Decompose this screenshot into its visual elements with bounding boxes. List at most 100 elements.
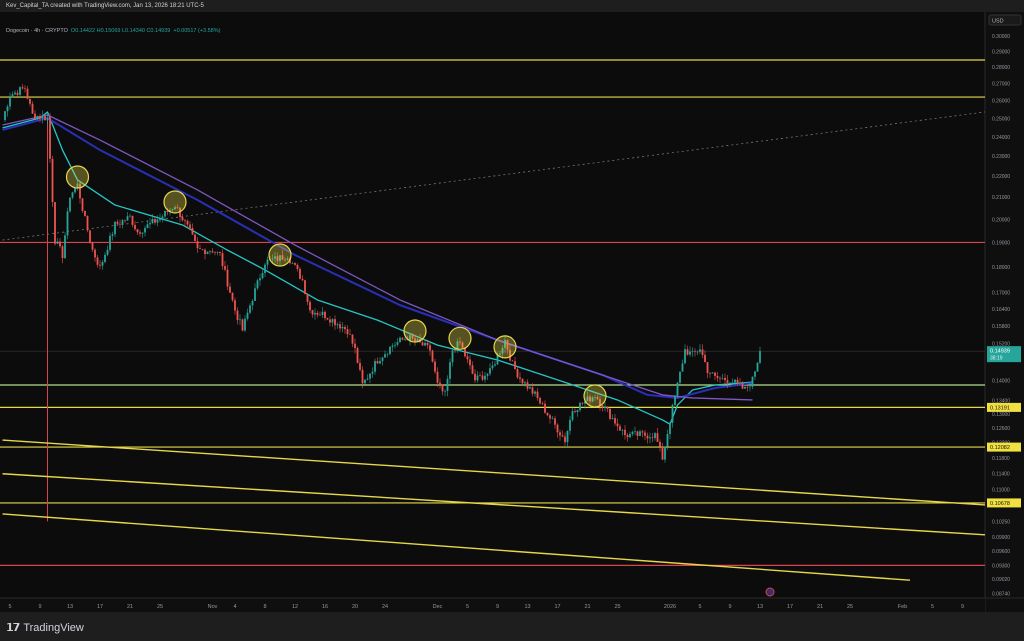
candle[interactable] — [641, 431, 644, 433]
candle[interactable] — [426, 342, 429, 346]
candle[interactable] — [486, 373, 489, 376]
price-chart[interactable]: USD 0.30000 0.29000 0.28000 0.27000 0.26000 0.… — [0, 12, 1024, 612]
candle[interactable] — [344, 326, 346, 330]
candle[interactable] — [416, 339, 419, 342]
candle[interactable] — [449, 362, 451, 379]
candle[interactable] — [354, 343, 356, 348]
candle[interactable] — [646, 435, 649, 439]
candle[interactable] — [736, 379, 739, 383]
candle[interactable] — [696, 351, 699, 353]
candle[interactable] — [709, 373, 711, 374]
candle[interactable] — [164, 211, 166, 217]
candle[interactable] — [19, 87, 21, 95]
candle[interactable] — [444, 390, 446, 392]
candle[interactable] — [634, 431, 636, 432]
candle[interactable] — [534, 391, 536, 394]
candle[interactable] — [121, 220, 124, 225]
candle[interactable] — [569, 419, 571, 431]
candle[interactable] — [684, 349, 686, 364]
candle[interactable] — [399, 337, 401, 343]
candle[interactable] — [166, 211, 169, 212]
candle[interactable] — [279, 255, 281, 261]
candle[interactable] — [439, 382, 441, 385]
candle[interactable] — [319, 314, 321, 316]
candle[interactable] — [61, 246, 64, 259]
candle[interactable] — [626, 435, 629, 438]
candle[interactable] — [434, 361, 436, 372]
candle[interactable] — [144, 228, 146, 233]
candle[interactable] — [514, 361, 516, 370]
candle[interactable] — [84, 210, 86, 217]
candle[interactable] — [669, 422, 671, 435]
candle[interactable] — [389, 346, 391, 354]
trend-line[interactable] — [2, 513, 911, 581]
candle[interactable] — [356, 347, 359, 363]
candle[interactable] — [136, 229, 139, 233]
candle[interactable] — [414, 338, 416, 342]
candle[interactable] — [611, 418, 614, 419]
candle[interactable] — [41, 115, 44, 119]
candle[interactable] — [654, 433, 656, 438]
candle[interactable] — [686, 349, 689, 355]
candle[interactable] — [596, 397, 599, 400]
candle[interactable] — [154, 219, 156, 223]
candle[interactable] — [614, 418, 616, 424]
candle[interactable] — [294, 263, 296, 265]
candle[interactable] — [24, 88, 26, 90]
rejection-circle[interactable] — [65, 165, 90, 189]
candle[interactable] — [236, 310, 239, 321]
candle[interactable] — [96, 257, 99, 265]
candle[interactable] — [49, 117, 51, 159]
candle[interactable] — [496, 354, 499, 365]
candle[interactable] — [739, 382, 741, 384]
candle[interactable] — [51, 158, 54, 203]
candle[interactable] — [324, 311, 326, 319]
candle[interactable] — [636, 431, 639, 436]
candle[interactable] — [331, 319, 334, 323]
candle[interactable] — [64, 235, 66, 259]
candle[interactable] — [246, 312, 249, 319]
candle[interactable] — [351, 334, 354, 344]
candle[interactable] — [501, 347, 504, 354]
candle[interactable] — [174, 207, 176, 210]
candle[interactable] — [644, 432, 646, 436]
candle[interactable] — [296, 264, 299, 269]
candle[interactable] — [459, 341, 461, 343]
candle[interactable] — [26, 88, 29, 99]
candle[interactable] — [711, 372, 714, 374]
candle[interactable] — [754, 371, 756, 377]
candle[interactable] — [716, 375, 719, 379]
candle[interactable] — [156, 220, 159, 223]
candle[interactable] — [429, 345, 431, 351]
candle[interactable] — [584, 401, 586, 404]
candle[interactable] — [94, 249, 96, 258]
candle[interactable] — [679, 371, 681, 383]
candle[interactable] — [204, 249, 206, 255]
candle[interactable] — [666, 434, 669, 447]
candle[interactable] — [54, 202, 56, 244]
candle[interactable] — [511, 360, 514, 362]
candle[interactable] — [479, 375, 481, 377]
candle[interactable] — [719, 378, 721, 379]
candle[interactable] — [396, 342, 399, 345]
candle[interactable] — [741, 383, 744, 389]
candle[interactable] — [559, 432, 561, 436]
candle[interactable] — [526, 382, 529, 389]
candle[interactable] — [471, 365, 474, 374]
candle[interactable] — [556, 424, 559, 433]
candle[interactable] — [561, 435, 564, 437]
candle[interactable] — [744, 386, 746, 389]
candle[interactable] — [384, 354, 386, 358]
trend-line[interactable] — [2, 111, 986, 241]
candle[interactable] — [451, 350, 454, 363]
candle[interactable] — [184, 220, 186, 221]
candle[interactable] — [104, 254, 106, 262]
candle[interactable] — [509, 349, 511, 361]
candle[interactable] — [201, 248, 204, 250]
candle[interactable] — [544, 403, 546, 413]
candle[interactable] — [401, 337, 404, 340]
candle[interactable] — [436, 371, 439, 383]
candle[interactable] — [74, 187, 76, 193]
candle[interactable] — [386, 353, 389, 355]
candle[interactable] — [494, 364, 496, 366]
